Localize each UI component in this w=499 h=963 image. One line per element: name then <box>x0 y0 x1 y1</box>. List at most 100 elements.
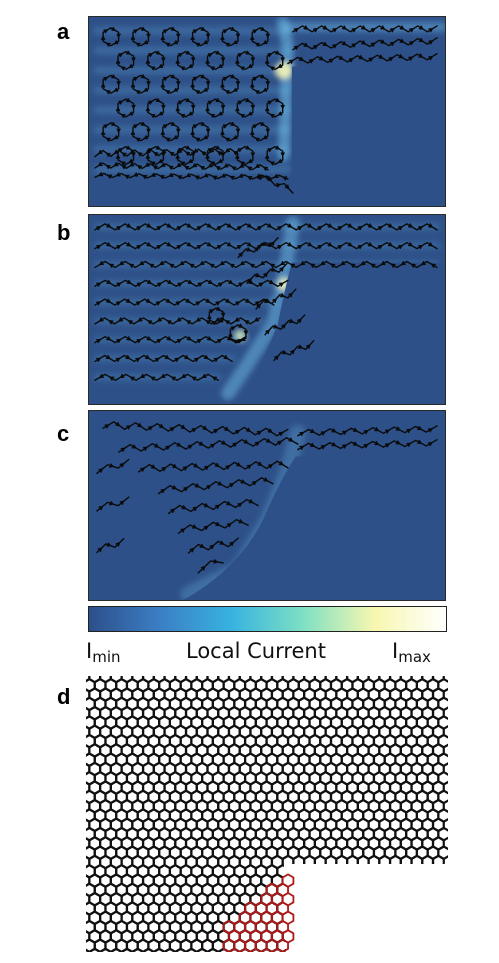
hexagon <box>437 901 448 916</box>
hexagon <box>319 938 333 952</box>
current-arrow <box>210 443 215 448</box>
current-arrow <box>160 175 165 180</box>
current-arrow <box>300 261 306 266</box>
current-arrow <box>196 226 202 231</box>
current-arrow <box>137 422 142 428</box>
current-arrow <box>282 350 287 355</box>
current-arrow <box>118 317 124 322</box>
current-arrow <box>205 80 211 85</box>
current-arrow <box>150 376 156 381</box>
current-arrow <box>185 50 191 55</box>
current-arrow <box>406 428 411 433</box>
current-arrow <box>411 263 416 268</box>
current-arrow <box>235 80 241 85</box>
hexagon <box>313 947 327 952</box>
current-arrow <box>114 135 119 140</box>
current-arrow <box>192 506 198 512</box>
current-arrow <box>199 543 205 548</box>
current-arrow <box>240 114 245 118</box>
current-arrow <box>145 355 150 360</box>
current-arrow <box>219 318 224 323</box>
current-arrow <box>263 272 268 278</box>
current-arrow <box>260 26 265 31</box>
current-arrow <box>320 261 326 266</box>
current-loop <box>191 27 209 47</box>
hexagon <box>281 854 295 870</box>
current-arrow <box>200 566 206 571</box>
hexagon <box>308 863 322 879</box>
current-arrow <box>278 461 284 466</box>
hexagon <box>378 910 392 926</box>
current-arrow <box>103 29 108 34</box>
current-arrow <box>408 223 413 228</box>
current-arrow <box>293 45 299 50</box>
current-arrow <box>215 521 220 526</box>
hexagon <box>405 919 418 935</box>
current-arrow <box>140 26 146 31</box>
current-arrow <box>265 107 270 112</box>
hexagon <box>131 947 145 952</box>
current-arrow <box>233 339 238 344</box>
current-arrow <box>98 468 103 473</box>
current-arrows <box>94 223 438 381</box>
hexagon <box>346 873 359 889</box>
current-arrow <box>274 173 279 179</box>
current-path <box>94 148 239 158</box>
current-arrow <box>158 423 164 429</box>
current-arrow <box>225 298 230 303</box>
hexagon <box>335 928 349 944</box>
current-arrow <box>370 263 376 268</box>
current-arrow <box>176 80 181 85</box>
current-arrow <box>210 114 216 118</box>
current-path <box>118 437 299 453</box>
current-arrow <box>146 128 151 133</box>
current-arrow <box>171 485 177 490</box>
current-arrow <box>401 261 406 266</box>
highlighted-edge-region <box>222 873 295 952</box>
current-arrow <box>350 263 356 268</box>
hexagon <box>303 910 316 926</box>
current-arrow <box>128 111 134 116</box>
current-arrow <box>250 83 255 88</box>
current-arrow <box>193 148 199 153</box>
current-arrow <box>223 355 228 360</box>
current-arrow <box>250 263 255 268</box>
current-arrow <box>427 442 433 447</box>
current-arrow <box>149 263 155 268</box>
current-arrow <box>142 174 148 180</box>
hexagon <box>184 947 198 952</box>
current-arrow <box>131 444 137 449</box>
hexagon <box>346 947 359 952</box>
current-arrow <box>167 320 172 325</box>
current-path <box>167 498 259 515</box>
current-arrow <box>146 279 152 284</box>
current-arrow <box>248 279 254 284</box>
current-arrow <box>101 83 106 88</box>
current-path <box>94 162 269 171</box>
current-arrow <box>342 444 347 449</box>
current-arrow <box>327 223 333 228</box>
colorbar-min-letter: I <box>86 639 93 663</box>
hexagon <box>383 938 397 952</box>
current-arrow <box>136 226 141 231</box>
current-arrow <box>306 344 311 349</box>
current-arrow <box>277 440 282 445</box>
current-arrow <box>225 320 230 325</box>
current-arrow <box>175 301 181 306</box>
current-arrow <box>202 425 207 430</box>
hexagon <box>346 910 359 926</box>
current-arrow <box>203 40 208 45</box>
current-arrow <box>233 135 238 140</box>
current-arrow <box>218 63 223 68</box>
current-arrow <box>145 59 151 64</box>
current-arrow <box>166 242 172 247</box>
hexagon <box>340 938 354 952</box>
current-arrow <box>106 279 111 284</box>
hexagon <box>195 947 209 952</box>
current-arrow <box>193 463 199 468</box>
current-arrow <box>118 148 123 153</box>
current-loop <box>266 98 284 118</box>
current-arrow <box>348 58 354 63</box>
current-arrow <box>151 66 156 71</box>
hexagon-highlight <box>233 938 246 952</box>
